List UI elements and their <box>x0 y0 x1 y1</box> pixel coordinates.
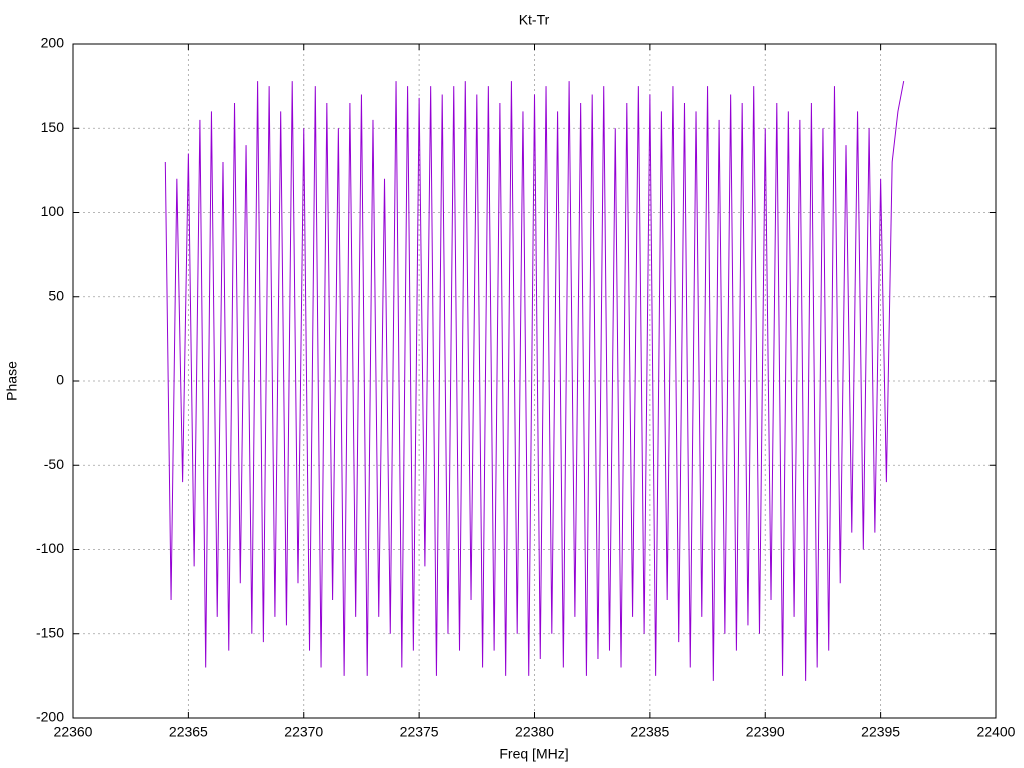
y-tick-label: 200 <box>41 35 65 51</box>
y-tick-label: 50 <box>48 287 64 303</box>
x-tick-label: 22395 <box>861 724 900 740</box>
y-tick-label: -150 <box>36 624 64 640</box>
x-axis-label: Freq [MHz] <box>499 746 568 762</box>
x-tick-label: 22385 <box>630 724 669 740</box>
chart-title: Kt-Tr <box>519 12 550 28</box>
x-tick-label: 22380 <box>515 724 554 740</box>
x-tick-label: 22375 <box>400 724 439 740</box>
y-tick-label: -100 <box>36 540 64 556</box>
y-axis-label: Phase <box>4 361 20 401</box>
x-tick-label: 22400 <box>977 724 1016 740</box>
data-line <box>164 80 905 681</box>
x-tick-label: 22370 <box>284 724 323 740</box>
plot-frame <box>72 43 997 719</box>
x-tick-label: 22360 <box>54 724 93 740</box>
y-tick-label: -200 <box>36 709 64 725</box>
y-tick-label: -50 <box>44 456 64 472</box>
y-tick-label: 100 <box>41 203 65 219</box>
x-tick-label: 22390 <box>746 724 785 740</box>
x-tick-label: 22365 <box>169 724 208 740</box>
y-tick-label: 0 <box>56 372 64 388</box>
y-tick-label: 150 <box>41 119 65 135</box>
